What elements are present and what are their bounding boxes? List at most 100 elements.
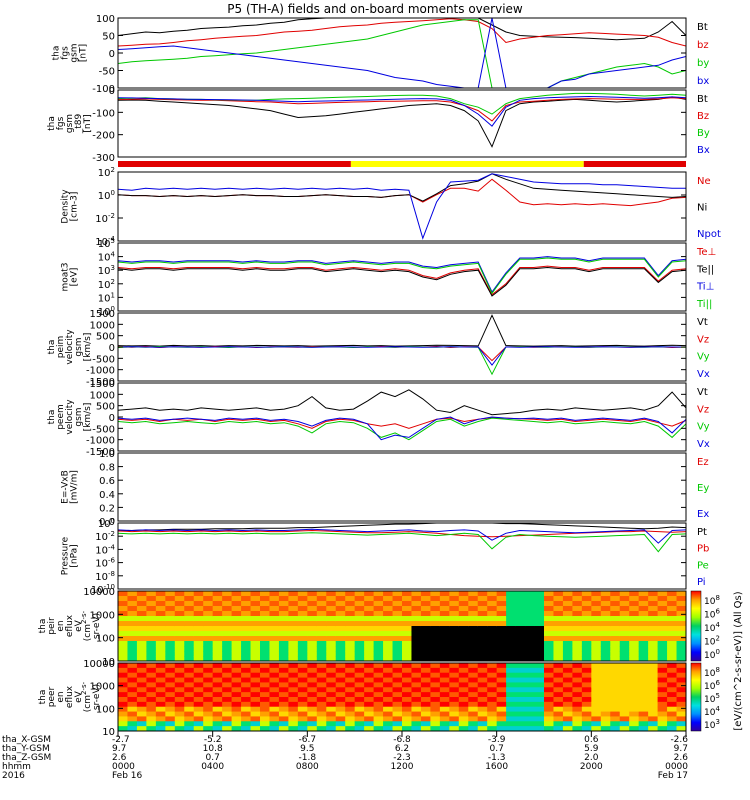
y-axis-label: _t89: [74, 113, 84, 134]
legend-vt: Vt: [697, 387, 708, 398]
y-tick-label: 100: [98, 305, 115, 318]
legend-npot: Npot: [697, 229, 721, 240]
x-tick-label: -3.9: [488, 735, 506, 745]
y-axis-label: eV: [74, 619, 84, 632]
y-tick-label: 1000: [90, 682, 115, 693]
y-axis-label: [mV/m]: [70, 470, 80, 504]
x-tick-label: Feb 16: [112, 771, 143, 781]
y-tick-label: -200: [92, 131, 115, 142]
y-tick-label: 1500: [90, 309, 115, 320]
colorbar-tick-label: 106: [704, 679, 720, 692]
series-Pi-line: [118, 528, 686, 544]
y-tick-label: 0.6: [99, 476, 115, 487]
y-tick-label: 102: [98, 278, 115, 291]
colorbar-tick-label: 103: [704, 718, 720, 731]
legend-bt: Bt: [697, 94, 708, 105]
y-tick-label: 0: [109, 49, 115, 60]
x-tick-label: -2.6: [670, 735, 688, 745]
y-tick-label: 10-4: [95, 543, 115, 556]
legend-ez: Ez: [697, 457, 709, 468]
x-tick-label: -1.3: [488, 753, 506, 763]
x-tick-label: 9.7: [674, 744, 688, 754]
y-tick-label: 0.4: [99, 490, 115, 501]
x-tick-label: 5.9: [584, 744, 599, 754]
y-axis-label: tha: [47, 340, 57, 355]
mode-bar-segment: [118, 161, 351, 167]
y-tick-label: 10000: [83, 587, 115, 598]
x-tick-label: 1200: [391, 762, 414, 772]
legend-vx: Vx: [697, 369, 710, 380]
x-row-label: 2016: [2, 771, 25, 781]
x-tick-label: 2.6: [112, 753, 127, 763]
x-tick-label: 0000: [112, 762, 135, 772]
legend-vt: Vt: [697, 317, 708, 328]
panel-3: 102 100 10-2 10-4 Density [cm-3] Ne Ni Npot: [61, 166, 721, 248]
legend-vz: Vz: [697, 404, 709, 415]
panel-10: 10000 1000 100 10 tha peer en eflux eV (cm2-s-sr-…: [38, 659, 687, 738]
x-tick-label: 2.6: [674, 753, 689, 763]
y-tick-label: -1000: [86, 436, 115, 447]
x-tick-label: 0800: [296, 762, 319, 772]
y-tick-label: 10-10: [91, 583, 115, 596]
y-axis-label: moat3: [61, 262, 71, 291]
x-row-label: tha_Y-GSM: [2, 744, 50, 754]
legend-pt: Pt: [697, 527, 707, 538]
y-tick-label: -1500: [86, 377, 115, 388]
series-Te-line: [118, 265, 686, 296]
x-tick-label: -6.7: [299, 735, 317, 745]
colorbar-tick-label: 108: [704, 666, 720, 679]
x-tick-label: Feb 17: [658, 771, 688, 781]
x-tick-label: 0400: [201, 762, 224, 772]
legend-vx: Vx: [697, 439, 710, 450]
x-tick-label: 0.7: [206, 753, 220, 763]
x-tick-label: 2000: [580, 762, 603, 772]
y-tick-label: 1000: [90, 610, 115, 621]
y-tick-label: 50: [102, 32, 115, 43]
legend-bx: Bx: [697, 145, 710, 156]
y-tick-label: -100: [92, 84, 115, 95]
y-tick-label: 100: [96, 634, 115, 645]
panel-frame: [117, 452, 687, 522]
y-tick-label: 10-6: [95, 557, 115, 570]
y-tick-label: 0.2: [99, 503, 115, 514]
legend-by: by: [697, 58, 709, 69]
y-tick-label: 0: [109, 86, 115, 97]
series-Vx-line: [118, 346, 686, 366]
y-tick-label: 10-8: [95, 570, 115, 583]
colorbar-tick-label: 108: [704, 594, 720, 607]
panel-frame: [117, 89, 687, 158]
legend-bz: Bz: [697, 111, 709, 122]
y-tick-label: 0: [109, 343, 115, 354]
y-axis-label: [eV]: [70, 268, 80, 287]
legend-ti: Ti⊥: [696, 282, 714, 293]
legend-ne: Ne: [697, 176, 711, 187]
colorbar-tick-label: 105: [704, 692, 720, 705]
x-row-label: tha_X-GSM: [2, 735, 51, 745]
colorbar: [690, 590, 702, 662]
y-tick-label: 0.8: [99, 463, 115, 474]
y-axis-label: peim: [56, 336, 66, 359]
y-tick-label: 101: [98, 291, 115, 304]
x-tick-label: -2.7: [112, 735, 130, 745]
series-Ti-line: [118, 257, 686, 295]
panel-frame: [117, 522, 687, 590]
y-axis-label: tha: [52, 46, 62, 61]
y-axis-label: [km/s]: [83, 403, 93, 432]
series-Pt-line: [118, 523, 686, 531]
y-axis-label: (cm2-s-: [80, 681, 93, 712]
x-tick-label: -6.8: [393, 735, 411, 745]
series-Npot-line: [118, 173, 686, 240]
series-group: [118, 256, 686, 297]
y-axis-label: peem: [56, 404, 66, 430]
y-tick-label: 10000: [83, 659, 115, 670]
x-row-label: hhmm: [2, 762, 31, 772]
x-tick-label: 6.2: [395, 744, 409, 754]
x-tick-label: -2.3: [393, 753, 411, 763]
y-tick-label: 100: [98, 517, 115, 530]
legend-vy: Vy: [697, 422, 710, 433]
y-tick-label: 10: [102, 657, 115, 668]
x-tick-label: 0000: [665, 762, 688, 772]
y-tick-label: -1500: [86, 447, 115, 458]
y-axis-label: sr-eV): [92, 684, 102, 710]
